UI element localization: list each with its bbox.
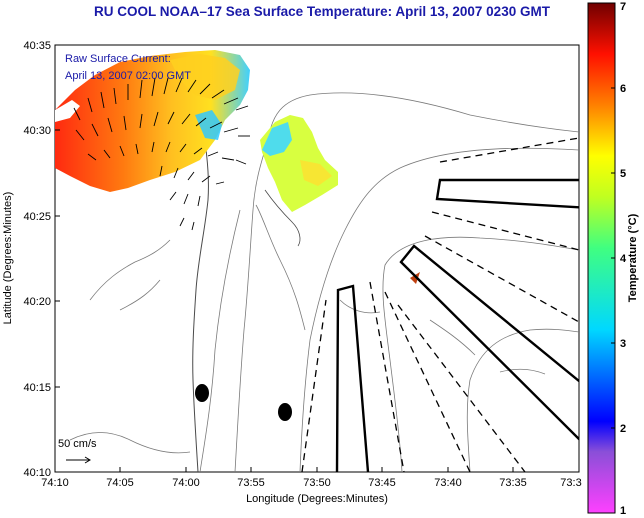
current-vectors	[73, 77, 250, 231]
coastline	[192, 109, 209, 472]
scale-label: 50 cm/s	[58, 438, 97, 450]
inset-timestamp: April 13, 2007 02:00 GMT	[65, 70, 191, 82]
colorbar-tick-label: 5	[620, 168, 626, 180]
map-title: RU COOL NOAA–17 Sea Surface Temperature:…	[94, 4, 550, 19]
y-tick-label: 40:10	[23, 467, 51, 479]
colorbar	[587, 2, 616, 514]
colorbar-tick-label: 7	[620, 1, 626, 13]
y-tick-label: 40:15	[23, 382, 51, 394]
colorbar-tick-label: 3	[620, 338, 626, 350]
x-axis-label: Longitude (Degrees:Minutes)	[246, 493, 388, 505]
shipping-lanes	[335, 178, 579, 472]
x-tick-label: 74:10	[41, 477, 69, 489]
x-tick-label: 74:05	[106, 477, 134, 489]
x-tick-label: 73:45	[368, 477, 396, 489]
colorbar-tick-label: 2	[620, 423, 626, 435]
lane-boundaries	[301, 137, 579, 472]
x-tick-label: 73:50	[303, 477, 331, 489]
y-axis-label: Latitude (Degrees:Minutes)	[2, 192, 14, 325]
x-tick-label: 73:40	[434, 477, 462, 489]
x-tick-label: 73:3	[560, 477, 581, 489]
x-tick-label: 73:55	[237, 477, 265, 489]
colorbar-tick-label: 4	[620, 253, 627, 265]
inset-title: Raw Surface Current:	[65, 53, 171, 65]
station-marker	[278, 403, 292, 421]
x-tick-label: 73:35	[499, 477, 527, 489]
colorbar-tick-label: 6	[620, 83, 626, 95]
colorbar-tick-label: 1	[620, 505, 626, 517]
x-tick-label: 74:00	[172, 477, 200, 489]
y-tick-label: 40:30	[23, 125, 51, 137]
station-marker	[195, 384, 209, 402]
colorbar-label: Temperature (°C)	[627, 213, 639, 302]
y-tick-label: 40:20	[23, 296, 51, 308]
y-tick-label: 40:35	[23, 40, 51, 52]
y-tick-label: 40:25	[23, 211, 51, 223]
scale-arrow-icon	[66, 456, 91, 464]
